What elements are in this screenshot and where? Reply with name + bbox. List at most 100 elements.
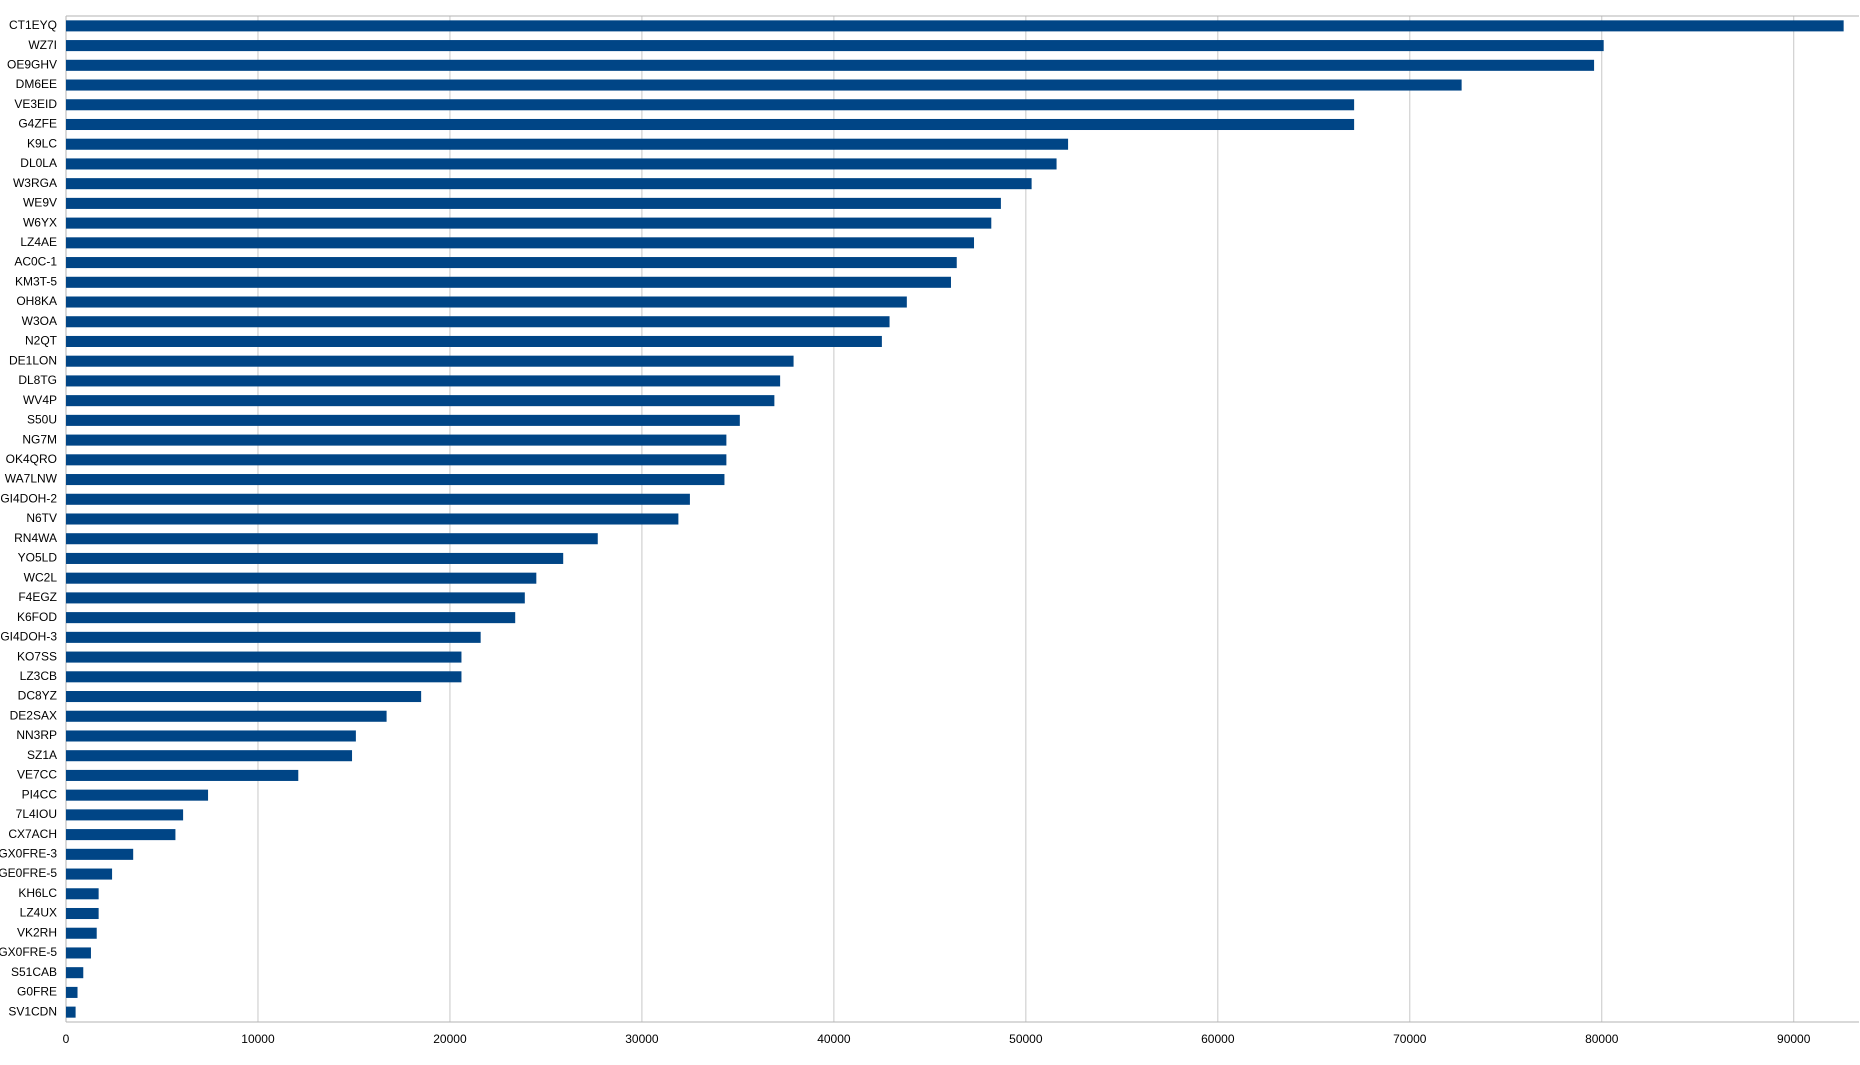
bar [66,691,422,703]
y-tick-label: N6TV [26,511,57,525]
x-tick-label: 80000 [1585,1032,1619,1046]
bar [66,79,1462,91]
x-tick-label: 90000 [1777,1032,1811,1046]
bar [66,572,537,584]
bar [66,40,1604,52]
bar [66,276,951,288]
bar [66,710,387,722]
y-tick-label: DC8YZ [18,689,57,703]
bar [66,927,97,939]
bar [66,848,134,860]
y-tick-label: LZ3CB [20,669,57,683]
y-tick-label: WZ7I [28,38,57,52]
y-tick-label: NG7M [22,432,57,446]
y-tick-label: LZ4AE [20,235,57,249]
x-tick-label: 0 [63,1032,70,1046]
y-tick-label: AC0C-1 [14,255,57,269]
y-tick-label: S51CAB [11,965,57,979]
bar [66,868,113,880]
bar [66,592,525,604]
y-tick-label: SV1CDN [8,1004,57,1018]
y-tick-label: KO7SS [17,649,57,663]
y-tick-label: OK4QRO [6,452,57,466]
x-tick-label: 20000 [433,1032,467,1046]
y-tick-label: VE7CC [17,768,57,782]
bar [66,20,1844,32]
bar [66,493,690,505]
bar [66,888,99,900]
y-tick-label: W3RGA [13,176,57,190]
bar [66,947,91,959]
bar [66,612,516,624]
bar [66,513,679,525]
bar [66,454,727,466]
y-tick-label: VK2RH [17,925,57,939]
y-tick-label: DE2SAX [10,708,57,722]
y-tick-label: LZ4UX [20,906,57,920]
y-tick-label: RN4WA [14,531,57,545]
bar [66,671,462,683]
y-tick-label: DL0LA [20,156,57,170]
y-tick-label: YO5LD [18,551,58,565]
bar [66,769,299,781]
y-tick-label: NN3RP [16,728,57,742]
bar [66,533,598,545]
y-tick-label: W3OA [22,314,57,328]
bar [66,789,209,801]
x-tick-label: 30000 [625,1032,659,1046]
bar [66,1006,76,1018]
y-tick-label: GX0FRE-5 [0,945,57,959]
bar [66,375,781,387]
y-tick-label: SZ1A [27,748,57,762]
bar [66,296,907,308]
y-tick-label: CX7ACH [8,827,57,841]
y-tick-label: PI4CC [22,787,58,801]
y-tick-label: G0FRE [17,985,57,999]
bar [66,552,564,564]
y-tick-label: GI4DOH-2 [0,491,57,505]
bar [66,750,353,762]
bar [66,907,99,920]
bar [66,651,462,663]
y-tick-label: WA7LNW [5,472,58,486]
x-tick-label: 60000 [1201,1032,1235,1046]
y-tick-label: DE1LON [9,353,57,367]
bar [66,118,1355,131]
bar [66,316,890,328]
y-tick-label: OE9GHV [7,57,57,71]
bar [66,474,725,486]
y-tick-label: W6YX [23,215,57,229]
y-tick-label: 7L4IOU [16,807,57,821]
y-tick-label: KM3T-5 [15,274,57,288]
y-tick-label: F4EGZ [18,590,57,604]
y-tick-label: DL8TG [18,373,57,387]
bar [66,99,1355,111]
x-tick-label: 40000 [817,1032,851,1046]
bar [66,138,1069,150]
y-tick-label: GE0FRE-5 [0,866,57,880]
x-tick-label: 70000 [1393,1032,1427,1046]
y-tick-label: S50U [27,413,57,427]
y-tick-label: VE3EID [14,97,57,111]
y-tick-label: GI4DOH-3 [0,630,57,644]
y-tick-label: CT1EYQ [9,18,57,32]
bar [66,414,740,426]
bar [66,237,975,249]
y-tick-label: G4ZFE [18,117,57,131]
bar [66,158,1057,170]
y-tick-label: GX0FRE-3 [0,847,57,861]
bar [66,809,184,821]
x-tick-label: 10000 [241,1032,275,1046]
bar [66,178,1032,190]
y-tick-label: WV4P [23,393,57,407]
y-tick-label: OH8KA [16,294,57,308]
y-tick-label: WE9V [23,196,57,210]
bar [66,257,957,269]
bar [66,829,176,841]
x-tick-label: 50000 [1009,1032,1043,1046]
bar [66,59,1595,71]
y-tick-label: KH6LC [18,886,57,900]
bar [66,631,481,643]
bar [66,967,84,979]
